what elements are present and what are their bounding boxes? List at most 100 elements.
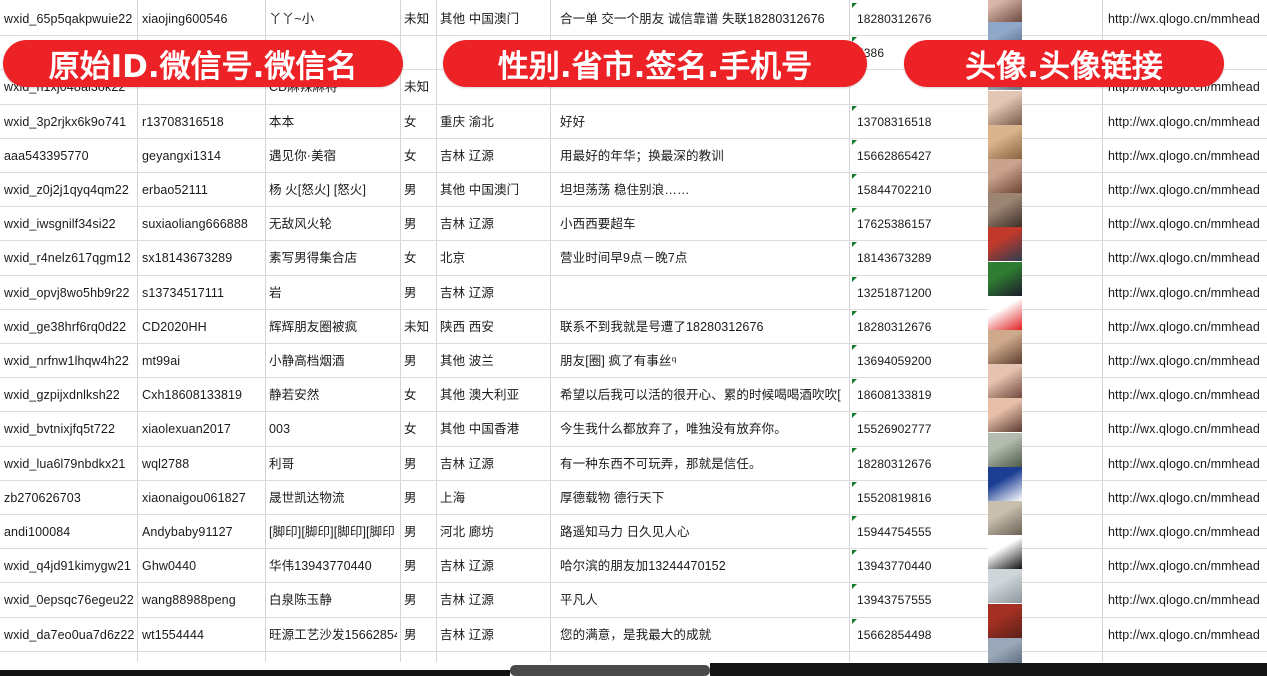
cell-wxid[interactable]: zb270626703 xyxy=(4,490,81,505)
avatar-thumbnail[interactable] xyxy=(988,227,1022,262)
cell-location[interactable]: 吉林 辽源 xyxy=(440,217,494,232)
cell-account[interactable]: CD2020HH xyxy=(142,319,207,334)
cell-phone[interactable]: 13943757555 xyxy=(857,593,932,608)
cell-nickname[interactable]: 无敌风火轮 xyxy=(269,217,333,232)
cell-avatar-url[interactable]: http://wx.qlogo.cn/mmhead xyxy=(1108,114,1260,129)
cell-phone[interactable]: 15844702210 xyxy=(857,183,932,197)
cell-gender[interactable]: 女 xyxy=(404,114,417,129)
cell-signature[interactable]: 坦坦荡荡 稳住别浪…… xyxy=(560,183,690,197)
cell-signature[interactable]: 厚德载物 德行天下 xyxy=(560,490,665,505)
cell-account[interactable]: wql2788 xyxy=(142,456,190,471)
cell-account[interactable]: r13708316518 xyxy=(142,114,224,129)
cell-account[interactable]: Andybaby91127 xyxy=(142,525,233,539)
cell-signature[interactable]: 路遥知马力 日久见人心 xyxy=(560,525,690,539)
cell-gender[interactable]: 男 xyxy=(404,456,417,471)
avatar-thumbnail[interactable] xyxy=(988,466,1022,501)
cell-gender[interactable]: 男 xyxy=(404,183,417,197)
cell-wxid[interactable]: aaa543395770 xyxy=(4,148,89,163)
cell-avatar-url[interactable]: http://wx.qlogo.cn/mmhead xyxy=(1108,388,1260,403)
avatar-thumbnail[interactable] xyxy=(988,90,1022,125)
cell-nickname[interactable]: 丫丫~小 xyxy=(269,12,315,26)
cell-account[interactable]: erbao52111 xyxy=(142,183,208,197)
cell-account[interactable]: wang88988peng xyxy=(142,593,236,608)
cell-wxid[interactable]: wxid_opvj8wo5hb9r22 xyxy=(4,285,130,300)
cell-location[interactable]: 其他 波兰 xyxy=(440,354,494,368)
cell-nickname[interactable]: 岩 xyxy=(269,285,282,300)
cell-avatar-url[interactable]: http://wx.qlogo.cn/mmhead xyxy=(1108,183,1260,197)
cell-avatar-url[interactable]: http://wx.qlogo.cn/mmhead xyxy=(1108,456,1260,471)
cell-wxid[interactable]: wxid_r4nelz617qgm12 xyxy=(4,251,131,266)
cell-account[interactable]: Ghw0440 xyxy=(142,559,197,574)
cell-phone[interactable]: 18143673289 xyxy=(857,251,932,266)
cell-signature[interactable]: 有一种东西不可玩弄，那就是信任。 xyxy=(560,456,762,471)
cell-wxid[interactable]: wxid_da7eo0ua7d6z22 xyxy=(4,627,135,642)
cell-phone[interactable]: 18280312676 xyxy=(857,12,932,26)
avatar-thumbnail[interactable] xyxy=(988,0,1022,22)
avatar-thumbnail[interactable] xyxy=(988,535,1022,570)
cell-nickname[interactable]: 白泉陈玉静 xyxy=(269,593,333,608)
cell-wxid[interactable]: andi100084 xyxy=(4,525,71,539)
cell-account[interactable]: Cxh18608133819 xyxy=(142,388,243,403)
cell-signature[interactable]: 您的满意，是我最大的成就 xyxy=(560,627,712,642)
cell-phone[interactable]: 15662854498 xyxy=(857,627,932,642)
avatar-thumbnail[interactable] xyxy=(988,501,1022,535)
cell-gender[interactable]: 男 xyxy=(404,285,417,300)
cell-wxid[interactable]: wxid_65p5qakpwuie22 xyxy=(4,12,133,26)
cell-wxid[interactable]: wxid_nrfnw1lhqw4h22 xyxy=(4,354,129,368)
cell-gender[interactable] xyxy=(404,36,434,70)
cell-signature[interactable]: 今生我什么都放弃了，唯独没有放弃你。 xyxy=(560,422,787,437)
avatar-thumbnail[interactable] xyxy=(988,603,1022,638)
cell-signature[interactable]: 好好 xyxy=(560,114,586,129)
cell-location[interactable]: 吉林 辽源 xyxy=(440,285,494,300)
cell-gender[interactable]: 男 xyxy=(404,490,417,505)
cell-phone[interactable]: 17625386157 xyxy=(857,217,932,232)
cell-signature[interactable]: 朋友[圈] 疯了有事丝𐞥 xyxy=(560,354,677,368)
cell-gender[interactable]: 女 xyxy=(404,388,417,403)
cell-location[interactable]: 河北 廊坊 xyxy=(440,525,494,539)
cell-phone[interactable]: 15662865427 xyxy=(857,148,932,163)
cell-location[interactable]: 上海 xyxy=(440,490,466,505)
avatar-thumbnail[interactable] xyxy=(988,295,1022,330)
cell-account[interactable]: geyangxi1314 xyxy=(142,148,222,163)
cell-signature[interactable]: 希望以后我可以活的很开心、累的时候喝喝酒吹吹[ xyxy=(560,388,841,403)
cell-phone[interactable]: 13943770440 xyxy=(857,559,932,574)
cell-nickname[interactable]: [脚印][脚印][脚印][脚印 xyxy=(269,525,395,539)
cell-gender[interactable]: 男 xyxy=(404,627,417,642)
cell-phone[interactable]: 15526902777 xyxy=(857,422,932,437)
cell-avatar-url[interactable]: http://wx.qlogo.cn/mmhead xyxy=(1108,593,1260,608)
cell-account[interactable]: wt1554444 xyxy=(142,627,205,642)
cell-avatar-url[interactable]: http://wx.qlogo.cn/mmhead xyxy=(1108,148,1260,163)
cell-avatar-url[interactable]: http://wx.qlogo.cn/mmhead xyxy=(1108,285,1260,300)
cell-wxid[interactable]: wxid_3p2rjkx6k9o741 xyxy=(4,114,127,129)
cell-phone[interactable]: 18280312676 xyxy=(857,319,932,334)
cell-nickname[interactable]: 杨 火[怒火] [怒火] xyxy=(269,183,367,197)
cell-nickname[interactable]: 晟世凯达物流 xyxy=(269,490,345,505)
cell-gender[interactable]: 女 xyxy=(404,148,417,163)
cell-phone[interactable]: 15944754555 xyxy=(857,525,932,539)
cell-avatar-url[interactable]: http://wx.qlogo.cn/mmhead xyxy=(1108,422,1260,437)
cell-signature[interactable]: 营业时间早9点－晚7点 xyxy=(560,251,688,266)
cell-account[interactable]: sx18143673289 xyxy=(142,251,233,266)
cell-location[interactable]: 吉林 辽源 xyxy=(440,559,494,574)
cell-avatar-url[interactable]: http://wx.qlogo.cn/mmhead xyxy=(1108,559,1260,574)
cell-location[interactable]: 陕西 西安 xyxy=(440,319,494,334)
cell-wxid[interactable]: wxid_z0j2j1qyq4qm22 xyxy=(4,183,129,197)
cell-gender[interactable]: 男 xyxy=(404,217,417,232)
cell-wxid[interactable]: wxid_bvtnixjfq5t722 xyxy=(4,422,115,437)
cell-location[interactable]: 吉林 辽源 xyxy=(440,456,494,471)
cell-signature[interactable]: 联系不到我就是号遭了18280312676 xyxy=(560,319,764,334)
cell-nickname[interactable]: 003 xyxy=(269,422,291,437)
cell-account[interactable]: mt99ai xyxy=(142,354,181,368)
cell-avatar-url[interactable]: http://wx.qlogo.cn/mmhead xyxy=(1108,525,1260,539)
cell-signature[interactable] xyxy=(560,276,842,310)
cell-nickname[interactable]: 华伟13943770440 xyxy=(269,559,372,574)
cell-avatar-url[interactable]: http://wx.qlogo.cn/mmhead xyxy=(1108,490,1260,505)
cell-nickname[interactable]: 素写男得集合店 xyxy=(269,251,358,266)
cell-location[interactable]: 重庆 渝北 xyxy=(440,114,494,129)
cell-gender[interactable]: 男 xyxy=(404,525,417,539)
cell-account[interactable]: suxiaoliang666888 xyxy=(142,217,248,232)
cell-phone[interactable]: 18280312676 xyxy=(857,456,932,471)
avatar-thumbnail[interactable] xyxy=(988,364,1022,399)
cell-signature[interactable]: 合一单 交一个朋友 诚信靠谱 失联18280312676 xyxy=(560,12,825,26)
